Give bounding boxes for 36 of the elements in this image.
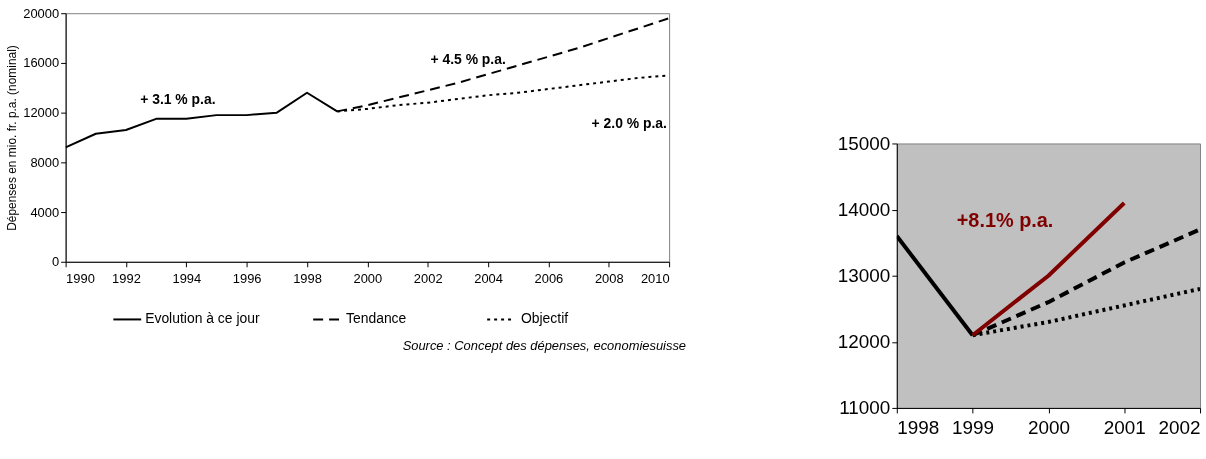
x-tick-label: 2000 — [353, 271, 383, 287]
x-tick-label: 1998 — [293, 271, 322, 287]
y-tick-label: 20000 — [23, 5, 60, 21]
y-tick-label: 14000 — [837, 199, 891, 221]
y-tick-label: 8000 — [30, 154, 60, 170]
annotation: + 4.5 % p.a. — [430, 51, 506, 68]
x-tick-label: 1996 — [232, 271, 262, 287]
annotation: + 3.1 % p.a. — [140, 91, 216, 108]
annotation: + 2.0 % p.a. — [591, 115, 667, 132]
legend-label: Objectif — [520, 310, 569, 327]
y-tick-label: 0 — [51, 254, 60, 270]
source-note: Source : Concept des dépenses, economiesuisse — [402, 338, 687, 354]
annotation: +8.1% p.a. — [956, 208, 1054, 231]
y-tick-label: 11000 — [839, 397, 891, 419]
x-tick-label: 2002 — [1158, 417, 1201, 439]
x-tick-label: 1992 — [112, 271, 141, 287]
x-tick-label: 2008 — [594, 271, 624, 287]
x-tick-label: 1998 — [897, 417, 940, 439]
legend-label: Evolution à ce jour — [145, 310, 260, 327]
y-axis-title: Dépenses en mio. fr. p.a. (nominal) — [5, 45, 20, 231]
y-tick-label: 13000 — [837, 265, 891, 287]
x-tick-label: 1994 — [172, 271, 202, 287]
x-tick-label: 2004 — [474, 271, 503, 287]
x-tick-label: 1999 — [952, 417, 995, 439]
y-tick-label: 16000 — [23, 55, 60, 71]
y-tick-label: 4000 — [30, 204, 60, 220]
y-tick-label: 15000 — [837, 132, 891, 154]
y-tick-label: 12000 — [837, 331, 891, 353]
x-tick-label: 1990 — [66, 271, 95, 287]
x-tick-label: 2010 — [640, 271, 670, 287]
x-tick-label: 2001 — [1103, 417, 1146, 439]
x-tick-label: 2000 — [1027, 417, 1070, 439]
x-tick-label: 2006 — [534, 271, 564, 287]
y-tick-label: 12000 — [23, 105, 60, 121]
legend-label: Tendance — [345, 310, 407, 327]
x-tick-label: 2002 — [413, 271, 443, 287]
